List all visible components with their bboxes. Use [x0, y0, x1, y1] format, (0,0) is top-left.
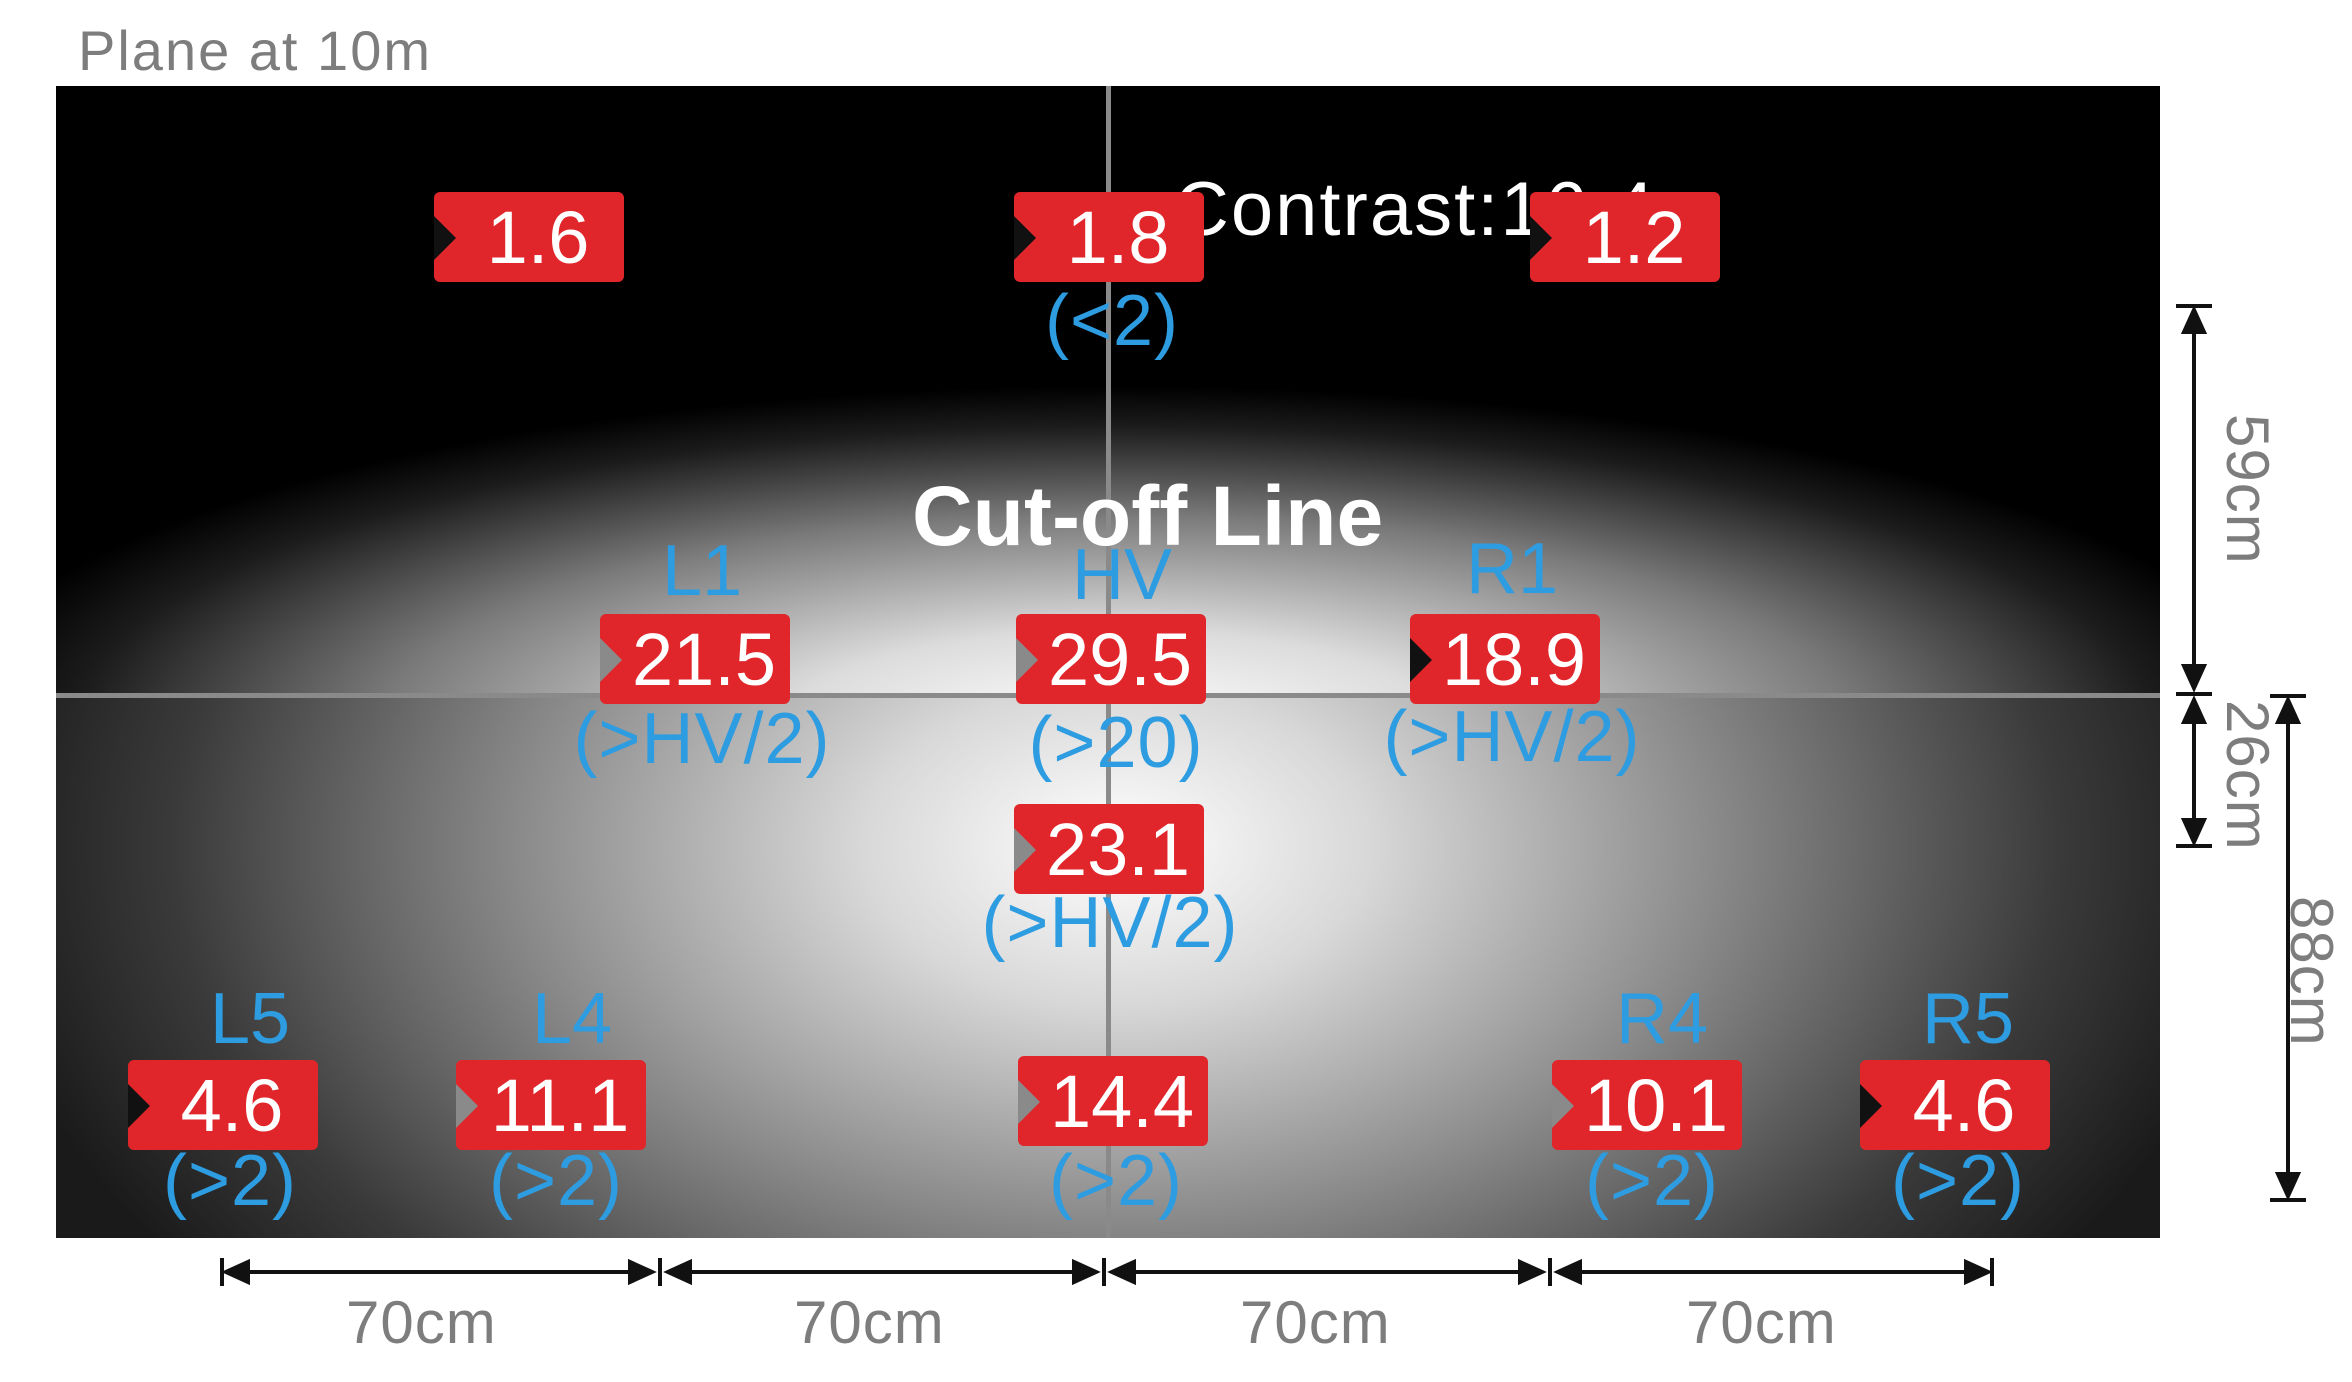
arrowhead-icon: [221, 1258, 250, 1286]
value-text: 14.4: [1049, 1060, 1195, 1143]
arrowhead-icon: [2180, 695, 2208, 724]
value-box-top-center: 1.8: [1014, 192, 1204, 282]
dim-label-26cm: 26cm: [2214, 700, 2281, 851]
cutoff-line-label: Cut-off Line: [912, 469, 1384, 563]
arrowhead-icon: [2274, 695, 2302, 724]
arrowhead-icon: [1072, 1258, 1101, 1286]
dim-label-h1: 70cm: [346, 1289, 497, 1356]
value-box-HV: 29.5: [1016, 614, 1206, 704]
value-box-below-HV: 23.1: [1014, 804, 1204, 894]
marker-arrow-icon: [1018, 1080, 1040, 1124]
requirement-HV: (>20): [1028, 703, 1204, 783]
arrowhead-icon: [2180, 305, 2208, 334]
point-label-R1: R1: [1465, 529, 1559, 609]
arrowhead-icon: [2180, 664, 2208, 693]
dim-label-h2: 70cm: [794, 1289, 945, 1356]
requirement-top-center: (<2): [1044, 281, 1180, 361]
point-label-HV: HV: [1071, 535, 1173, 615]
beam-pattern-screen: Contrast:16.4 Cut-off Line 1.6 1.8 (<2) …: [56, 86, 2160, 1238]
point-label-L4: L4: [531, 979, 613, 1059]
value-box-L4: 11.1: [456, 1060, 646, 1150]
requirement-below-HV: (>HV/2): [981, 883, 1239, 963]
value-box-top-right: 1.2: [1530, 192, 1720, 282]
marker-arrow-icon: [128, 1084, 150, 1128]
value-text: 21.5: [631, 618, 777, 701]
value-text: 10.1: [1583, 1064, 1729, 1147]
value-text: 18.9: [1441, 618, 1587, 701]
value-box-R1: 18.9: [1410, 614, 1600, 704]
point-label-L5: L5: [209, 979, 291, 1059]
arrowhead-icon: [663, 1258, 692, 1286]
arrowhead-icon: [1553, 1258, 1582, 1286]
value-text: 1.2: [1582, 196, 1686, 279]
requirement-R5: (>2): [1890, 1141, 2026, 1221]
marker-arrow-icon: [1552, 1084, 1574, 1128]
requirement-L1: (>HV/2): [573, 699, 831, 779]
marker-arrow-icon: [456, 1084, 478, 1128]
arrowhead-icon: [2180, 818, 2208, 847]
arrowhead-icon: [1518, 1258, 1547, 1286]
marker-arrow-icon: [1530, 216, 1552, 260]
value-text: 1.6: [486, 196, 590, 279]
requirement-R4: (>2): [1584, 1141, 1720, 1221]
arrowhead-icon: [2274, 1172, 2302, 1201]
value-box-L1: 21.5: [600, 614, 790, 704]
value-text: 1.8: [1066, 196, 1170, 279]
value-text: 11.1: [490, 1064, 630, 1147]
marker-arrow-icon: [600, 638, 622, 682]
value-box-R4: 10.1: [1552, 1060, 1742, 1150]
dim-label-h3: 70cm: [1240, 1289, 1391, 1356]
point-label-R5: R5: [1921, 979, 2015, 1059]
marker-arrow-icon: [1860, 1084, 1882, 1128]
marker-arrow-icon: [1410, 638, 1432, 682]
marker-arrow-icon: [1014, 828, 1036, 872]
value-text: 4.6: [1912, 1064, 2016, 1147]
value-box-bottom-center: 14.4: [1018, 1056, 1208, 1146]
value-text: 29.5: [1047, 618, 1193, 701]
requirement-L5: (>2): [162, 1141, 298, 1221]
requirement-bottom-center: (>2): [1048, 1141, 1184, 1221]
point-label-R4: R4: [1615, 979, 1709, 1059]
dim-label-h4: 70cm: [1686, 1289, 1837, 1356]
value-box-R5: 4.6: [1860, 1060, 2050, 1150]
value-box-L5: 4.6: [128, 1060, 318, 1150]
value-text: 23.1: [1045, 808, 1191, 891]
dim-label-59cm: 59cm: [2214, 414, 2281, 565]
value-text: 4.6: [180, 1064, 284, 1147]
arrowhead-icon: [628, 1258, 657, 1286]
requirement-R1: (>HV/2): [1383, 697, 1641, 777]
point-label-L1: L1: [661, 531, 743, 611]
requirement-L4: (>2): [488, 1141, 624, 1221]
marker-arrow-icon: [1016, 638, 1038, 682]
plane-title: Plane at 10m: [78, 19, 432, 82]
arrowhead-icon: [1964, 1258, 1993, 1286]
arrowhead-icon: [1107, 1258, 1136, 1286]
dim-label-88cm: 88cm: [2278, 896, 2345, 1047]
value-box-top-left: 1.6: [434, 192, 624, 282]
marker-arrow-icon: [434, 216, 456, 260]
marker-arrow-icon: [1014, 216, 1036, 260]
